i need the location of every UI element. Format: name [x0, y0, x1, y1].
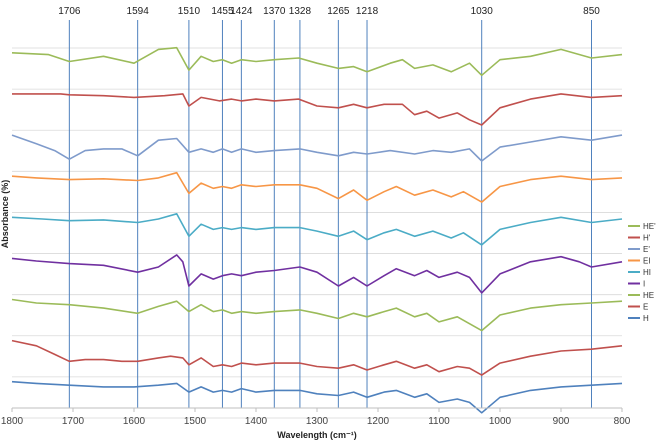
peak-marker-label: 1370	[263, 6, 286, 17]
x-axis-title: Wavelength (cm⁻¹)	[277, 430, 356, 440]
peak-marker-label: 1328	[289, 6, 312, 17]
peak-marker-label: 1424	[230, 6, 253, 17]
legend-label: H	[643, 314, 649, 323]
legend-label: HE	[643, 291, 654, 300]
x-tick-label: 1300	[306, 416, 329, 427]
legend-label: H'	[643, 234, 651, 243]
series-line-ei	[11, 171, 623, 203]
x-tick-label: 1000	[489, 416, 512, 427]
x-tick-label: 1700	[62, 416, 85, 427]
peak-marker-label: 1030	[471, 6, 494, 17]
legend: HE' H' E' EI HI I HE EH	[628, 222, 656, 323]
peak-marker-label: 1218	[356, 6, 379, 17]
baseline-grid	[12, 47, 622, 419]
x-tick-label: 1800	[1, 416, 24, 427]
legend-label: HI	[643, 268, 651, 277]
peak-marker-label: 1265	[327, 6, 350, 17]
series-line-he	[11, 298, 623, 332]
series-line-hi	[11, 213, 623, 246]
x-tick-label: 1500	[184, 416, 207, 427]
x-tick-label: 1200	[367, 416, 390, 427]
x-tick-label: 1400	[245, 416, 268, 427]
x-axis: 1800 1700 1600 1500 1400 1300 1200 1100 1000 900 8…	[1, 407, 631, 427]
legend-label: EI	[643, 257, 651, 266]
legend-label: E'	[643, 245, 650, 254]
x-tick-label: 1600	[123, 416, 146, 427]
series-line-h	[11, 380, 623, 414]
peak-marker-label: 1510	[178, 6, 201, 17]
x-tick-label: 900	[553, 416, 570, 427]
series-line-hp	[12, 93, 623, 126]
y-axis-title: Absorbance (%)	[0, 180, 10, 249]
peak-marker-label: 1594	[127, 6, 150, 17]
legend-label: I	[643, 280, 645, 289]
peak-marker-label: 850	[583, 6, 600, 17]
series-line-e	[11, 339, 623, 376]
series-line-i	[11, 254, 623, 294]
legend-label: HE'	[643, 222, 656, 231]
series-line-ep	[11, 134, 623, 162]
legend-label: E	[643, 303, 648, 312]
peak-marker-label: 1455	[211, 6, 234, 17]
series-line-hep	[11, 46, 623, 77]
x-tick-label: 1100	[428, 416, 450, 427]
spectra-series	[11, 46, 623, 414]
x-tick-label: 800	[614, 416, 631, 427]
peak-marker-label: 1706	[58, 6, 81, 17]
